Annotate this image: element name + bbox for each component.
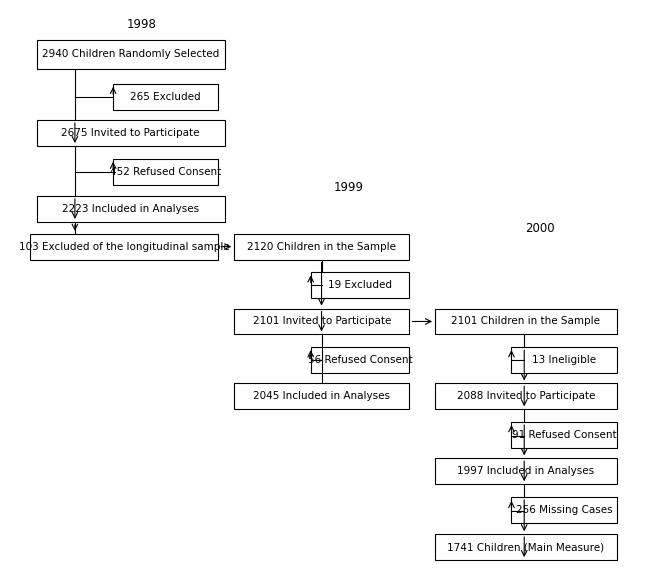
Text: 2088 Invited to Participate: 2088 Invited to Participate bbox=[457, 392, 595, 401]
Text: 2223 Included in Analyses: 2223 Included in Analyses bbox=[62, 204, 199, 214]
FancyBboxPatch shape bbox=[512, 497, 617, 523]
FancyBboxPatch shape bbox=[512, 347, 617, 373]
Text: 1997 Included in Analyses: 1997 Included in Analyses bbox=[457, 466, 594, 476]
FancyBboxPatch shape bbox=[310, 347, 409, 373]
FancyBboxPatch shape bbox=[113, 159, 218, 185]
Text: 452 Refused Consent: 452 Refused Consent bbox=[110, 167, 221, 177]
Text: 1998: 1998 bbox=[127, 18, 157, 31]
Text: 19 Excluded: 19 Excluded bbox=[328, 281, 392, 290]
Text: 256 Missing Cases: 256 Missing Cases bbox=[516, 505, 612, 515]
Text: 13 Ineligible: 13 Ineligible bbox=[532, 355, 596, 365]
FancyBboxPatch shape bbox=[30, 234, 218, 260]
FancyBboxPatch shape bbox=[435, 534, 617, 560]
Text: 56 Refused Consent: 56 Refused Consent bbox=[308, 355, 412, 365]
FancyBboxPatch shape bbox=[37, 196, 225, 222]
Text: 2000: 2000 bbox=[525, 222, 555, 235]
FancyBboxPatch shape bbox=[435, 309, 617, 335]
FancyBboxPatch shape bbox=[512, 422, 617, 448]
Text: 91 Refused Consent: 91 Refused Consent bbox=[512, 430, 616, 440]
FancyBboxPatch shape bbox=[234, 234, 409, 260]
Text: 2120 Children in the Sample: 2120 Children in the Sample bbox=[248, 242, 396, 252]
Text: 2101 Invited to Participate: 2101 Invited to Participate bbox=[253, 317, 391, 327]
FancyBboxPatch shape bbox=[113, 84, 218, 110]
Text: 265 Excluded: 265 Excluded bbox=[130, 92, 201, 102]
FancyBboxPatch shape bbox=[435, 458, 617, 484]
FancyBboxPatch shape bbox=[234, 383, 409, 409]
FancyBboxPatch shape bbox=[435, 383, 617, 409]
FancyBboxPatch shape bbox=[234, 309, 409, 335]
FancyBboxPatch shape bbox=[37, 120, 225, 146]
Text: 1741 Children (Main Measure): 1741 Children (Main Measure) bbox=[448, 542, 604, 552]
Text: 2675 Invited to Participate: 2675 Invited to Participate bbox=[62, 128, 200, 138]
Text: 2045 Included in Analyses: 2045 Included in Analyses bbox=[254, 392, 391, 401]
FancyBboxPatch shape bbox=[310, 272, 409, 298]
Text: 2940 Children Randomly Selected: 2940 Children Randomly Selected bbox=[42, 49, 219, 59]
Text: 103 Excluded of the longitudinal sample: 103 Excluded of the longitudinal sample bbox=[19, 242, 229, 252]
Text: 1999: 1999 bbox=[334, 181, 364, 193]
FancyBboxPatch shape bbox=[37, 40, 225, 69]
Text: 2101 Children in the Sample: 2101 Children in the Sample bbox=[452, 317, 600, 327]
